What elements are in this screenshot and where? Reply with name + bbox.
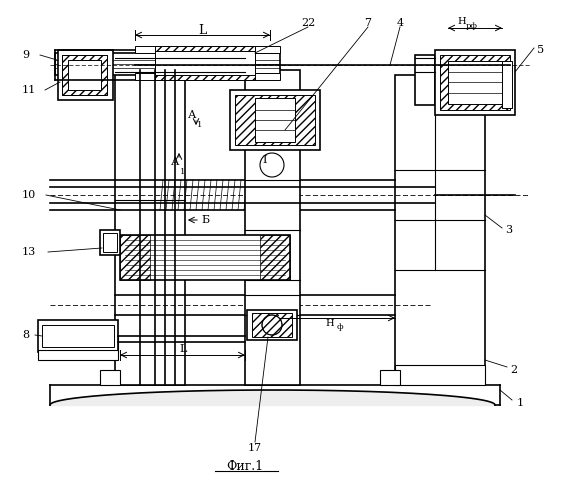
Bar [42,325,114,347]
Text: 3: 3 [505,225,512,235]
Text: А: А [171,157,179,167]
Text: Фиг.1: Фиг.1 [226,460,264,473]
Bar [62,55,107,95]
Bar [55,53,280,75]
Bar [135,46,280,53]
Text: 9: 9 [22,50,29,60]
Bar [448,61,502,104]
Bar [247,310,297,340]
Text: 2: 2 [510,365,517,375]
Bar [38,350,118,360]
Bar [135,73,280,80]
Bar [115,70,185,385]
Bar [100,370,120,385]
Bar [440,55,510,110]
Circle shape [260,153,284,177]
Text: 17: 17 [248,443,262,453]
Text: L: L [179,344,187,354]
Bar [68,60,101,90]
Circle shape [262,315,282,335]
Bar [38,320,118,352]
Bar [155,46,255,80]
Bar [502,61,512,108]
Bar [235,95,315,145]
Bar [260,235,290,280]
Bar [395,365,485,385]
Bar [155,51,255,75]
Text: I: I [263,155,267,165]
Bar [252,313,292,337]
Bar [380,370,400,385]
Text: 11: 11 [22,85,36,95]
Text: 4: 4 [396,18,404,28]
Text: 7: 7 [365,18,371,28]
Bar [415,55,435,105]
Bar [230,90,320,150]
Text: А: А [188,110,196,120]
Text: 1: 1 [198,121,203,129]
Bar [395,75,485,385]
Bar [255,98,295,142]
Text: H: H [325,318,335,328]
Text: 1: 1 [181,168,186,176]
Text: 1: 1 [517,398,524,408]
Bar [103,233,117,252]
Bar [435,50,515,115]
Bar [62,55,107,95]
Bar [245,70,300,385]
Text: 10: 10 [22,190,36,200]
Text: H: H [458,18,466,26]
Text: рф: рф [466,22,478,30]
Text: ф: ф [337,323,344,331]
Text: 8: 8 [22,330,29,340]
Bar [100,230,120,255]
Text: 22: 22 [301,18,315,28]
Bar [120,235,290,280]
Bar [58,50,113,100]
Text: 13: 13 [22,247,36,257]
Text: L: L [198,24,206,36]
Text: Б: Б [201,215,209,225]
Text: 5: 5 [537,45,544,55]
Bar [120,235,150,280]
